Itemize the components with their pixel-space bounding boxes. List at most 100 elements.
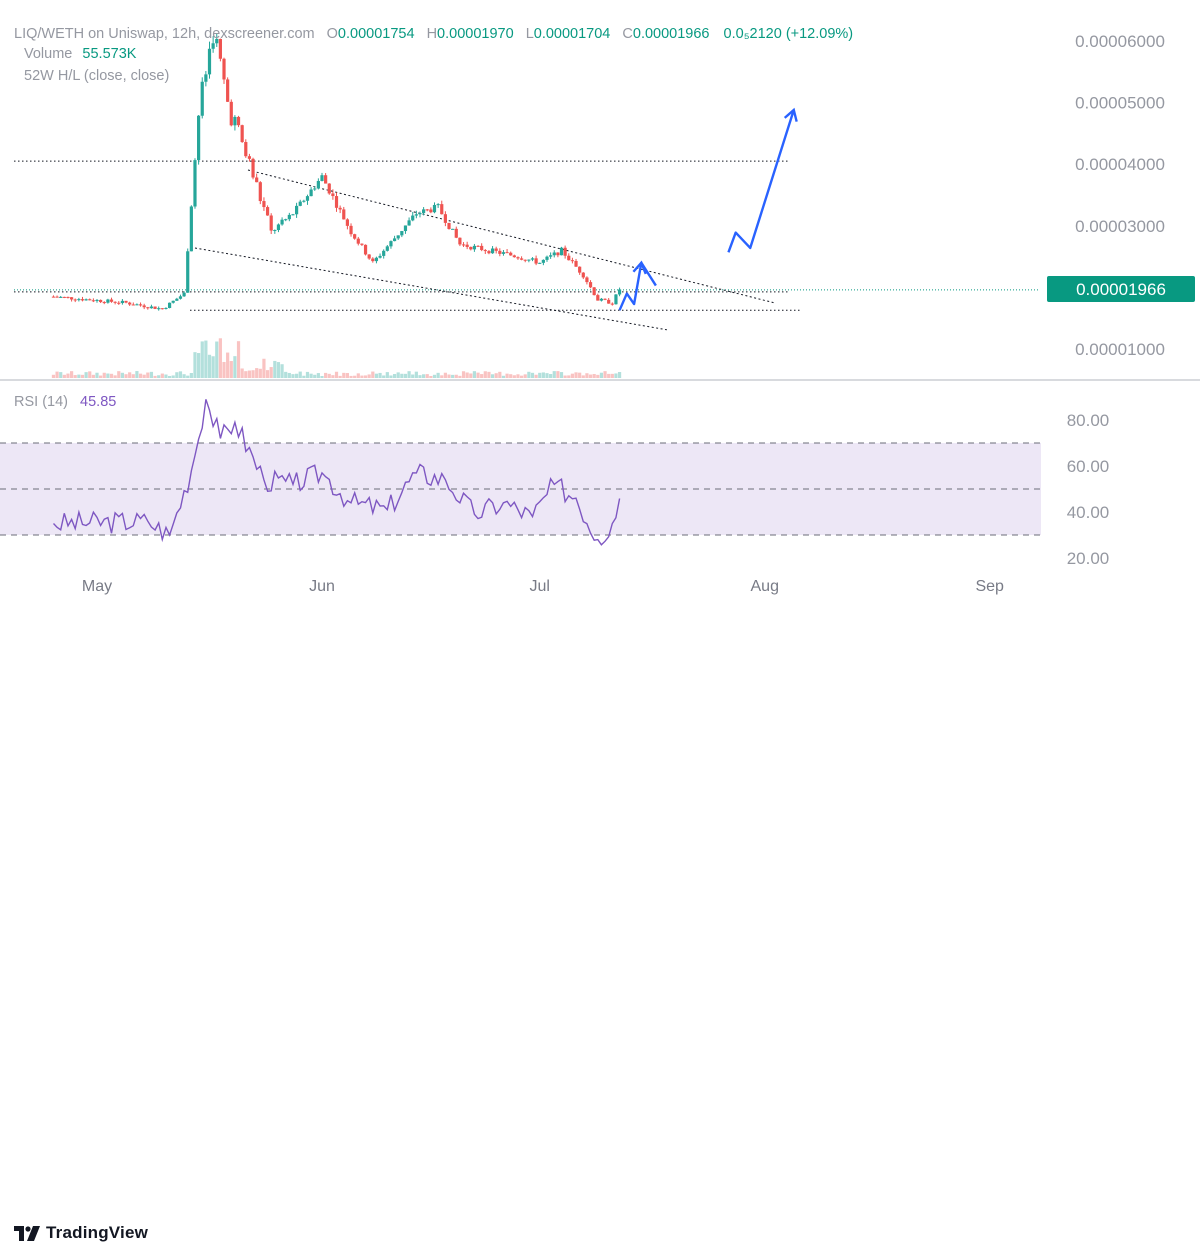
candle-body — [131, 304, 135, 306]
candle-body — [552, 252, 556, 256]
volume-bar — [476, 372, 480, 378]
candle-body — [284, 219, 288, 221]
candle-body — [458, 237, 462, 245]
rsi-line — [52, 399, 621, 546]
main-pane[interactable]: 0.00001000 0.00003000 0.00004000 0.00005000… — [0, 32, 1200, 381]
svg-text:LIQ/WETH on Uniswap, 12h, dexs: LIQ/WETH on Uniswap, 12h, dexscreener.co… — [14, 26, 853, 42]
price-chart[interactable]: 0.00001000 0.00003000 0.00004000 0.00005000… — [0, 0, 1200, 650]
candle-body — [559, 247, 564, 256]
volume-bar — [480, 374, 484, 378]
channel-upper-line — [247, 169, 776, 304]
candle-body — [385, 246, 389, 251]
volume-bar — [541, 372, 545, 378]
time-axis[interactable]: May Jun Jul Aug Sep — [82, 578, 1004, 595]
candle-body — [596, 295, 600, 301]
volume-bar — [178, 371, 183, 378]
candle-body — [200, 81, 204, 116]
volume-bar — [385, 372, 389, 378]
candle-body — [276, 224, 281, 231]
candle-body — [298, 201, 302, 206]
rsi-pane[interactable]: 20.00 40.00 60.00 80.00 RSI (14) 45.85 — [0, 394, 1109, 568]
candle-body — [291, 214, 295, 216]
candle-body — [313, 188, 317, 190]
volume-bar — [128, 372, 132, 378]
horizontal-levels — [14, 160, 1040, 311]
tradingview-logo[interactable]: TradingView — [14, 1223, 148, 1243]
candle-body — [77, 299, 81, 301]
volume-bar — [324, 372, 328, 378]
candle-body — [578, 266, 582, 273]
rsi-tick-label: 40.00 — [1067, 503, 1110, 522]
price-axis[interactable]: 0.00001000 0.00003000 0.00004000 0.00005000… — [1075, 32, 1165, 359]
volume-bar — [367, 374, 371, 378]
candle-body — [610, 303, 614, 305]
candle-body — [374, 257, 379, 262]
rsi-axis[interactable]: 20.00 40.00 60.00 80.00 — [1067, 411, 1110, 568]
candle-body — [338, 207, 342, 210]
candle-body — [469, 246, 473, 250]
volume-bar — [519, 375, 524, 378]
volume-bar — [483, 371, 487, 378]
volume-bar — [309, 373, 313, 378]
volume-bar — [62, 374, 66, 378]
candle-body — [494, 248, 498, 251]
volume-bar — [342, 372, 346, 378]
candle-body — [157, 308, 161, 310]
candle-body — [244, 142, 248, 157]
open-value: 0.00001754 — [338, 26, 415, 42]
volume-bar — [226, 352, 230, 378]
candle-body — [498, 250, 502, 254]
volume-bar — [106, 373, 110, 378]
volume-bar — [157, 375, 161, 378]
volume-bar — [334, 371, 339, 378]
candle-body — [607, 299, 611, 304]
volume-bar — [269, 367, 273, 378]
volume-bar — [585, 373, 589, 378]
volume-bar — [411, 374, 415, 378]
candle-body — [247, 156, 252, 159]
last-price-tag: 0.00001966 — [1047, 276, 1195, 302]
candle-body — [66, 296, 70, 298]
candle-body — [505, 252, 509, 254]
volume-bar — [498, 371, 502, 378]
volume-bar — [218, 338, 222, 378]
volume-bar — [171, 375, 175, 378]
price-tick-label: 0.00001000 — [1075, 340, 1165, 359]
candle-body — [146, 307, 150, 309]
volume-bar — [99, 375, 103, 378]
candle-body — [233, 116, 237, 126]
volume-bar — [146, 372, 150, 378]
candle-body — [262, 201, 266, 208]
candle-body — [378, 255, 382, 258]
volume-bar — [193, 352, 197, 378]
footer-bar: TradingView — [0, 605, 1200, 1242]
volume-bar — [233, 356, 237, 378]
candle-body — [356, 238, 360, 244]
candle-body — [302, 200, 306, 202]
volume-bar — [345, 373, 350, 378]
volume-bar — [313, 374, 317, 378]
candle-body — [113, 301, 117, 303]
candle-body — [309, 189, 313, 197]
candle-body — [91, 300, 95, 302]
candlesticks — [51, 33, 622, 311]
volume-bar — [349, 375, 353, 378]
candle-body — [480, 245, 484, 251]
candle-body — [324, 175, 328, 184]
channel-lower-line — [194, 247, 669, 331]
volume-bar — [461, 371, 466, 378]
candle-body — [149, 306, 154, 309]
candle-body — [581, 272, 585, 278]
volume-value: 55.573K — [82, 46, 136, 62]
volume-bar — [432, 374, 437, 378]
open-label: O — [327, 26, 338, 42]
candle-body — [447, 222, 451, 229]
volume-bar — [302, 375, 306, 378]
candle-body — [567, 255, 571, 261]
volume-bar — [149, 371, 154, 378]
price-tick-label: 0.00005000 — [1075, 94, 1165, 113]
candle-body — [592, 287, 596, 296]
candle-body — [80, 299, 85, 301]
volume-bar — [592, 374, 596, 378]
close-value: 0.00001966 — [633, 26, 710, 42]
